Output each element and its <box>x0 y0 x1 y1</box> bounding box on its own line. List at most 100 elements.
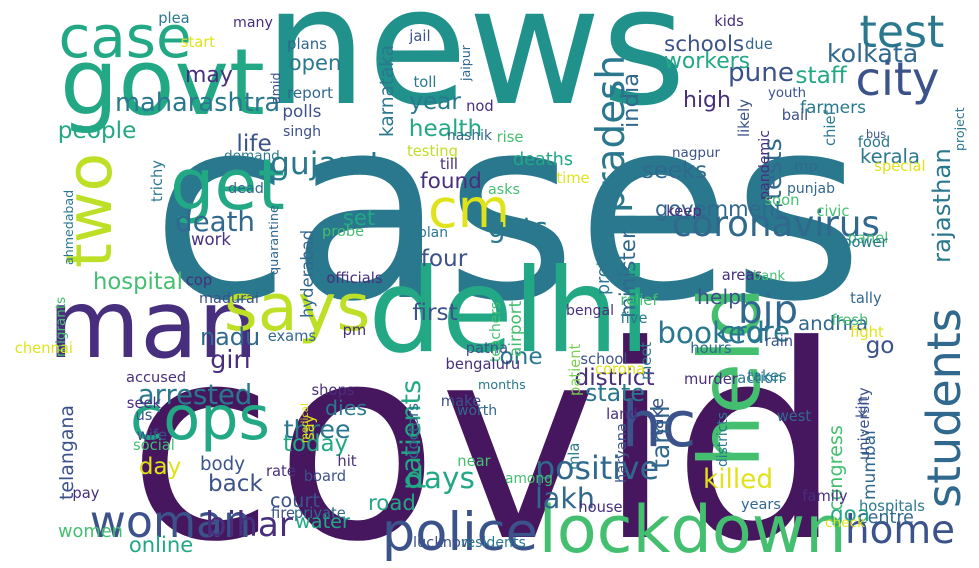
word-rain: rain <box>764 332 794 350</box>
word-killed: killed <box>703 464 774 495</box>
word-bengaluru: bengaluru <box>445 355 521 373</box>
word-andhra: andhra <box>798 312 869 336</box>
word-private: private <box>293 504 346 522</box>
word-murder: murder <box>684 370 738 388</box>
word-among: among <box>505 471 553 488</box>
word-india: india <box>617 72 644 128</box>
word-bengal: bengal <box>566 303 615 319</box>
word-panel: panel <box>847 229 889 247</box>
word-staff: staff <box>795 62 847 90</box>
word-hours: hours <box>690 339 732 357</box>
word-covid: covid <box>127 289 843 568</box>
word-kids: kids <box>714 12 744 30</box>
word-quarantine: quarantine <box>266 205 282 275</box>
word-open: open <box>288 49 342 75</box>
word-shops: shops <box>311 381 355 399</box>
word-schools: schools <box>664 32 745 58</box>
word-rise: rise <box>496 128 524 146</box>
word-online: online <box>128 531 194 557</box>
word-relief: relief <box>620 291 658 309</box>
word-cop: cop <box>185 271 213 289</box>
word-lockdown: lockdown <box>538 492 847 568</box>
word-cases: cases <box>151 62 864 357</box>
word-woman: woman <box>89 496 252 548</box>
word-singh: singh <box>283 124 322 140</box>
word-school: school <box>580 350 628 368</box>
word-girl: girl <box>210 345 251 375</box>
word-delhi: delhi <box>368 245 651 380</box>
word-make: make <box>440 392 482 410</box>
word-pandemic: pandemic <box>756 130 773 200</box>
word-test: test <box>859 6 945 58</box>
word-today: today <box>283 430 349 457</box>
word-madurai: madurai <box>199 290 259 307</box>
word-due: due <box>745 35 773 53</box>
word-gets: gets <box>488 211 548 245</box>
word-demand: demand <box>224 148 280 165</box>
word-crore: crore <box>720 317 790 349</box>
word-months: months <box>478 376 526 392</box>
word-check: check <box>825 515 866 532</box>
word-life: life <box>236 130 272 158</box>
word-years: years <box>741 496 781 513</box>
word-till: till <box>440 155 459 173</box>
word-lucknow: lucknow <box>413 533 473 551</box>
word-get: get <box>170 144 285 226</box>
word-wife: wife <box>136 426 168 444</box>
word-say: say <box>300 414 318 441</box>
word-start: start <box>180 33 216 51</box>
word-five: five <box>620 309 648 327</box>
word-lakh: lakh <box>535 481 595 515</box>
word-cops: cops <box>130 384 270 455</box>
word-pune: pune <box>728 57 794 88</box>
word-hit: hit <box>337 452 357 470</box>
word-polls: polls <box>282 100 322 121</box>
word-ahmedabad: ahmedabad <box>60 189 76 265</box>
word-civic: civic <box>816 202 850 220</box>
word-body: body <box>200 453 245 475</box>
word-hospital: hospital <box>93 268 183 295</box>
word-report: report <box>287 83 334 102</box>
word-goa: goa <box>830 502 870 528</box>
word-court: court <box>270 489 320 513</box>
word-house: house <box>578 498 623 516</box>
word-help: help <box>697 284 742 309</box>
word-power: power <box>842 233 888 251</box>
word-haryana: haryana <box>612 423 630 483</box>
word-time: time <box>556 169 590 187</box>
word-protest: protest <box>594 233 615 295</box>
word-may: may <box>185 63 233 88</box>
word-kolkata: kolkata <box>826 39 919 69</box>
word-land: land <box>606 405 638 423</box>
word-seeks: seeks <box>642 157 708 184</box>
word-arrested: arrested <box>137 380 253 412</box>
word-maharashtra: maharashtra <box>115 88 281 119</box>
word-gujarat: gujarat <box>270 146 382 183</box>
word-fresh: fresh <box>831 311 869 329</box>
word-chennai: chennai <box>14 339 73 357</box>
word-coronavirus: coronavirus <box>672 204 880 246</box>
word-project: project <box>951 107 967 151</box>
word-chief: chief <box>821 110 839 146</box>
word-bus: bus <box>866 128 887 142</box>
word-keep: keep <box>666 202 702 220</box>
word-high: high <box>683 88 731 113</box>
word-rajasthan: rajasthan <box>926 148 956 263</box>
word-near: near <box>457 452 491 470</box>
word-case: case <box>58 2 192 71</box>
word-accused: accused <box>126 368 187 386</box>
word-officials: officials <box>326 269 383 287</box>
word-university: university <box>855 387 873 461</box>
word-hospitals: hospitals <box>859 497 925 515</box>
word-road: road <box>368 491 416 517</box>
word-hyderabad: hyderabad <box>297 229 317 318</box>
word-pm: pm <box>342 321 367 339</box>
word-dies: dies <box>325 395 368 420</box>
word-patna: patna <box>465 339 509 357</box>
word-plan: plan <box>418 225 448 242</box>
word-jaipur: jaipur <box>457 45 473 81</box>
word-women: women <box>58 521 123 543</box>
word-areas: areas <box>721 266 763 284</box>
word-city: city <box>855 51 940 106</box>
